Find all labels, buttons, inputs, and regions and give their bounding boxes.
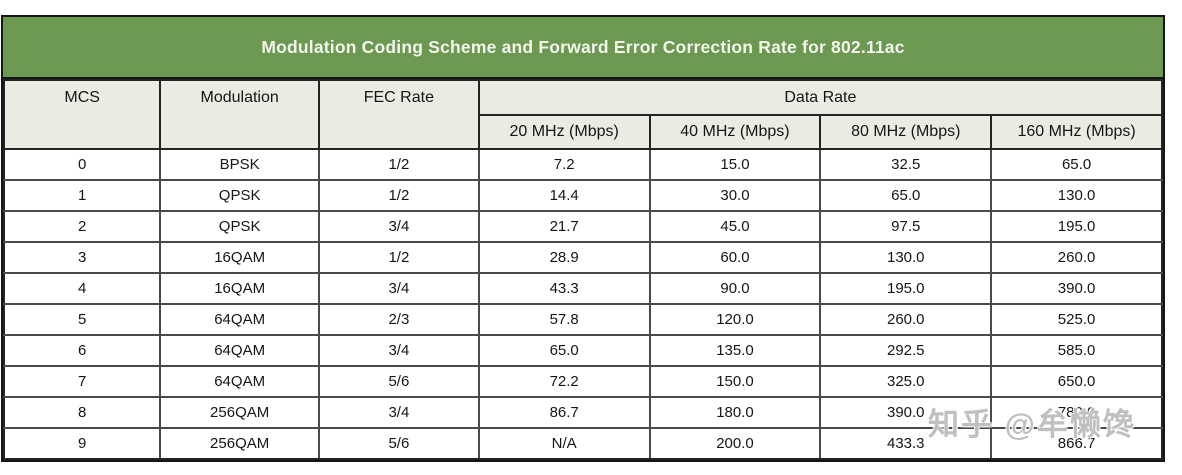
rate-80mhz-cell: 260.0 bbox=[819, 303, 993, 336]
fec-rate-cell: 5/6 bbox=[317, 427, 480, 460]
rate-40mhz-cell: 15.0 bbox=[648, 148, 822, 181]
modulation-cell: BPSK bbox=[159, 148, 320, 181]
rate-20mhz-cell: 86.7 bbox=[477, 396, 651, 429]
fec-rate-cell: 1/2 bbox=[317, 148, 480, 181]
fec-rate-cell: 3/4 bbox=[317, 210, 480, 243]
rate-80mhz-cell: 292.5 bbox=[819, 334, 993, 367]
mcs-cell: 1 bbox=[2, 179, 162, 212]
rate-160mhz-cell: 866.7 bbox=[990, 427, 1163, 460]
rate-40mhz-cell: 60.0 bbox=[648, 241, 822, 274]
rate-80mhz-cell: 97.5 bbox=[819, 210, 993, 243]
rate-20mhz-cell: 43.3 bbox=[477, 272, 651, 305]
rate-20mhz-cell: 65.0 bbox=[477, 334, 651, 367]
table-row: 8 256QAM 3/4 86.7 180.0 390.0 780.0 bbox=[2, 396, 1163, 429]
table-row: 1 QPSK 1/2 14.4 30.0 65.0 130.0 bbox=[2, 179, 1163, 212]
table-row: 2 QPSK 3/4 21.7 45.0 97.5 195.0 bbox=[2, 210, 1163, 243]
mcs-cell: 6 bbox=[2, 334, 162, 367]
rate-40mhz-cell: 45.0 bbox=[648, 210, 822, 243]
rate-160mhz-cell: 780.0 bbox=[990, 396, 1163, 429]
rate-40mhz-cell: 200.0 bbox=[648, 427, 822, 460]
rate-160mhz-cell: 195.0 bbox=[990, 210, 1163, 243]
mcs-cell: 9 bbox=[2, 427, 162, 460]
modulation-cell: 16QAM bbox=[159, 241, 320, 274]
rate-20mhz-cell: 72.2 bbox=[477, 365, 651, 398]
modulation-cell: QPSK bbox=[159, 210, 320, 243]
rate-80mhz-cell: 130.0 bbox=[819, 241, 993, 274]
fec-rate-cell: 3/4 bbox=[317, 272, 480, 305]
table-row: 0 BPSK 1/2 7.2 15.0 32.5 65.0 bbox=[2, 148, 1163, 181]
rate-20mhz-cell: 14.4 bbox=[477, 179, 651, 212]
rate-40mhz-cell: 180.0 bbox=[648, 396, 822, 429]
rate-80mhz-cell: 433.3 bbox=[819, 427, 993, 460]
rate-160mhz-cell: 650.0 bbox=[990, 365, 1163, 398]
mcs-table-frame: Modulation Coding Scheme and Forward Err… bbox=[1, 15, 1165, 462]
column-header-40mhz: 40 MHz (Mbps) bbox=[648, 114, 822, 150]
rate-40mhz-cell: 120.0 bbox=[648, 303, 822, 336]
modulation-cell: QPSK bbox=[159, 179, 320, 212]
modulation-cell: 256QAM bbox=[159, 396, 320, 429]
rate-20mhz-cell: 7.2 bbox=[477, 148, 651, 181]
table-row: 7 64QAM 5/6 72.2 150.0 325.0 650.0 bbox=[2, 365, 1163, 398]
table-row: 3 16QAM 1/2 28.9 60.0 130.0 260.0 bbox=[2, 241, 1163, 274]
rate-80mhz-cell: 325.0 bbox=[819, 365, 993, 398]
rate-160mhz-cell: 260.0 bbox=[990, 241, 1163, 274]
fec-rate-cell: 5/6 bbox=[317, 365, 480, 398]
rate-20mhz-cell: N/A bbox=[477, 427, 651, 460]
rate-160mhz-cell: 525.0 bbox=[990, 303, 1163, 336]
fec-rate-cell: 2/3 bbox=[317, 303, 480, 336]
rate-20mhz-cell: 57.8 bbox=[477, 303, 651, 336]
mcs-cell: 2 bbox=[2, 210, 162, 243]
modulation-cell: 16QAM bbox=[159, 272, 320, 305]
mcs-cell: 7 bbox=[2, 365, 162, 398]
modulation-cell: 256QAM bbox=[159, 427, 320, 460]
rate-20mhz-cell: 21.7 bbox=[477, 210, 651, 243]
column-header-data-rate: Data Rate bbox=[477, 79, 1164, 116]
table-row: 4 16QAM 3/4 43.3 90.0 195.0 390.0 bbox=[2, 272, 1163, 305]
rate-80mhz-cell: 65.0 bbox=[819, 179, 993, 212]
column-header-modulation: Modulation bbox=[159, 79, 320, 150]
mcs-cell: 4 bbox=[2, 272, 162, 305]
mcs-cell: 3 bbox=[2, 241, 162, 274]
mcs-cell: 8 bbox=[2, 396, 162, 429]
rate-160mhz-cell: 130.0 bbox=[990, 179, 1163, 212]
table-row: 9 256QAM 5/6 N/A 200.0 433.3 866.7 bbox=[2, 427, 1163, 460]
column-header-160mhz: 160 MHz (Mbps) bbox=[990, 114, 1163, 150]
fec-rate-cell: 1/2 bbox=[317, 179, 480, 212]
table-row: 5 64QAM 2/3 57.8 120.0 260.0 525.0 bbox=[2, 303, 1163, 336]
column-header-20mhz: 20 MHz (Mbps) bbox=[477, 114, 651, 150]
modulation-cell: 64QAM bbox=[159, 303, 320, 336]
rate-40mhz-cell: 30.0 bbox=[648, 179, 822, 212]
modulation-cell: 64QAM bbox=[159, 365, 320, 398]
table-header: MCS Modulation FEC Rate Data Rate 20 MHz… bbox=[2, 79, 1164, 150]
rate-80mhz-cell: 32.5 bbox=[819, 148, 993, 181]
modulation-cell: 64QAM bbox=[159, 334, 320, 367]
fec-rate-cell: 3/4 bbox=[317, 334, 480, 367]
rate-40mhz-cell: 150.0 bbox=[648, 365, 822, 398]
mcs-cell: 5 bbox=[2, 303, 162, 336]
column-header-mcs: MCS bbox=[2, 79, 162, 150]
rate-160mhz-cell: 390.0 bbox=[990, 272, 1163, 305]
mcs-cell: 0 bbox=[2, 148, 162, 181]
column-header-80mhz: 80 MHz (Mbps) bbox=[819, 114, 993, 150]
rate-40mhz-cell: 135.0 bbox=[648, 334, 822, 367]
rate-20mhz-cell: 28.9 bbox=[477, 241, 651, 274]
rate-160mhz-cell: 585.0 bbox=[990, 334, 1163, 367]
column-header-fec-rate: FEC Rate bbox=[317, 79, 480, 150]
fec-rate-cell: 1/2 bbox=[317, 241, 480, 274]
table-body: 0 BPSK 1/2 7.2 15.0 32.5 65.0 1 QPSK 1/2 14.4 30.0 6… bbox=[2, 148, 1163, 460]
rate-80mhz-cell: 195.0 bbox=[819, 272, 993, 305]
mcs-rate-table: MCS Modulation FEC Rate Data Rate 20 MHz… bbox=[2, 79, 1164, 460]
rate-160mhz-cell: 65.0 bbox=[990, 148, 1163, 181]
title-banner: Modulation Coding Scheme and Forward Err… bbox=[3, 17, 1163, 79]
page-title: Modulation Coding Scheme and Forward Err… bbox=[261, 36, 905, 57]
fec-rate-cell: 3/4 bbox=[317, 396, 480, 429]
rate-40mhz-cell: 90.0 bbox=[648, 272, 822, 305]
table-row: 6 64QAM 3/4 65.0 135.0 292.5 585.0 bbox=[2, 334, 1163, 367]
rate-80mhz-cell: 390.0 bbox=[819, 396, 993, 429]
